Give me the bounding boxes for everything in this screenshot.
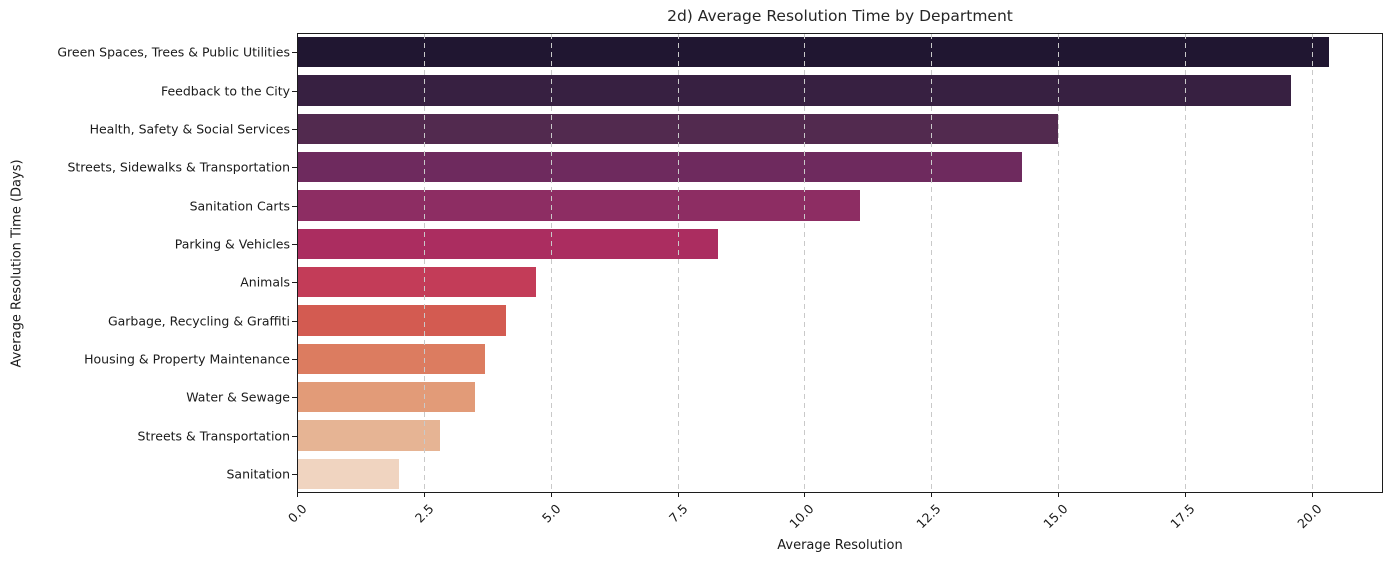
y-tick-mark bbox=[292, 473, 297, 475]
y-tick-mark bbox=[292, 435, 297, 437]
bar-2 bbox=[298, 75, 1291, 106]
y-tick-mark bbox=[292, 397, 297, 399]
gridline-x-2.5 bbox=[423, 34, 425, 492]
chart-title: 2d) Average Resolution Time by Departmen… bbox=[667, 7, 1013, 25]
gridline-x-15.0 bbox=[1058, 34, 1060, 492]
x-tick-mark bbox=[1311, 493, 1313, 497]
x-tick-mark bbox=[1185, 493, 1187, 497]
x-tick-label: 0.0 bbox=[284, 501, 310, 526]
x-tick-mark bbox=[677, 493, 679, 497]
y-tick-mark bbox=[292, 358, 297, 360]
x-axis-label: Average Resolution bbox=[777, 538, 903, 553]
category-label: Streets & Transportation bbox=[137, 428, 290, 443]
y-tick-mark bbox=[292, 205, 297, 207]
category-label: Streets, Sidewalks & Transportation bbox=[67, 159, 290, 175]
bar-6 bbox=[298, 228, 719, 260]
gridline-x-5.0 bbox=[550, 34, 552, 492]
x-tick-mark bbox=[423, 493, 425, 497]
y-tick-mark bbox=[292, 282, 297, 284]
y-tick-mark bbox=[292, 167, 297, 169]
category-label: Sanitation bbox=[226, 466, 291, 482]
x-tick-label: 15.0 bbox=[1040, 501, 1071, 532]
gridline-x-10.0 bbox=[804, 34, 806, 492]
x-tick-mark bbox=[297, 493, 298, 497]
y-tick-mark bbox=[292, 90, 297, 92]
category-label: Water & Sewage bbox=[186, 389, 290, 405]
x-tick-mark bbox=[931, 493, 933, 497]
plot-area bbox=[297, 33, 1383, 493]
x-tick-mark bbox=[1058, 493, 1060, 497]
gridline-x-17.5 bbox=[1185, 34, 1187, 492]
gridline-x-12.5 bbox=[931, 34, 933, 492]
x-tick-mark bbox=[550, 493, 552, 497]
bar-12 bbox=[298, 458, 400, 490]
category-label: Garbage, Recycling & Graffiti bbox=[107, 313, 290, 328]
y-tick-labels: Green Spaces, Trees & Public Utilities Fe… bbox=[0, 33, 290, 493]
category-label: Health, Safety & Social Services bbox=[89, 121, 290, 137]
category-label: Housing & Property Maintenance bbox=[84, 351, 290, 367]
x-tick-label: 5.0 bbox=[538, 501, 564, 526]
x-tick-label: 12.5 bbox=[913, 501, 944, 532]
x-tick-label: 10.0 bbox=[786, 501, 818, 532]
y-tick-mark bbox=[292, 128, 297, 130]
category-label: Animals bbox=[240, 274, 290, 290]
y-tick-mark bbox=[292, 320, 297, 322]
bar-9 bbox=[298, 343, 486, 375]
y-tick-mark bbox=[292, 243, 297, 245]
bar-11 bbox=[298, 420, 440, 451]
x-tick-mark bbox=[804, 493, 806, 497]
category-label: Green Spaces, Trees & Public Utilities bbox=[57, 44, 290, 60]
bar-4 bbox=[298, 151, 1023, 183]
bar-8 bbox=[298, 305, 506, 336]
x-tick-label: 17.5 bbox=[1167, 501, 1198, 532]
y-tick-mark bbox=[292, 52, 297, 54]
category-label: Parking & Vehicles bbox=[174, 236, 290, 252]
bar-7 bbox=[298, 266, 537, 298]
category-label: Feedback to the City bbox=[160, 83, 290, 98]
x-tick-label: 2.5 bbox=[411, 501, 437, 526]
bar-5 bbox=[298, 190, 861, 221]
x-tick-label: 20.0 bbox=[1294, 501, 1325, 532]
bar-1 bbox=[298, 36, 1329, 68]
category-label: Sanitation Carts bbox=[189, 198, 290, 213]
x-tick-label: 7.5 bbox=[665, 501, 691, 526]
gridline-x-7.5 bbox=[677, 34, 679, 492]
gridline-x-20.0 bbox=[1311, 34, 1313, 492]
bar-10 bbox=[298, 381, 476, 413]
